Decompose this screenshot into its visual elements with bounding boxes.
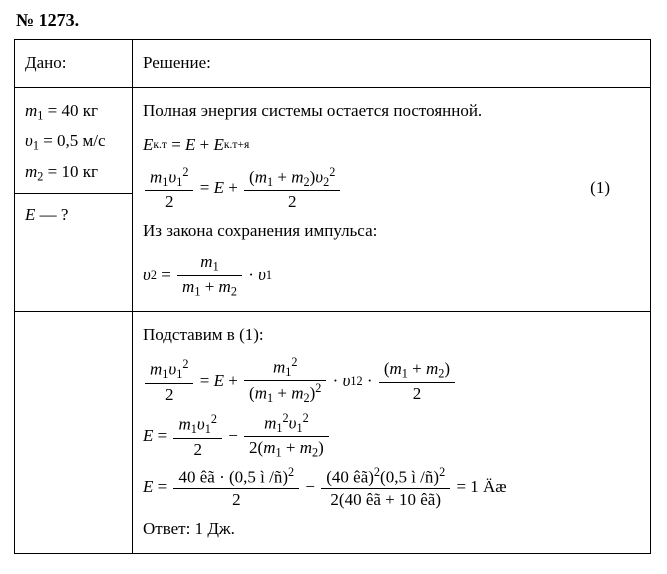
solution-header-cell: Решение: (133, 40, 651, 88)
solution-cell-2: Подставим в (1): m1υ12 2 = E + m12 (m1 +… (133, 312, 651, 553)
given-empty (15, 312, 133, 553)
physics-table: Дано: Решение: m1 = 40 кг υ1 = 0,5 м/с m… (14, 39, 651, 554)
equation: Eк.т = E + Eк.т+я (143, 130, 640, 161)
given-line: m2 = 10 кг (25, 157, 122, 188)
solution-text: Подставим в (1): (143, 320, 640, 351)
solution-cell-1: Полная энергия системы остается постоянн… (133, 87, 651, 312)
given-header-cell: Дано: (15, 40, 133, 88)
equation: υ2 = m1 m1 + m2 · υ1 (143, 251, 640, 299)
equation: E = m1υ12 2 − m12υ12 2(m1 + m2) (143, 411, 640, 461)
given-line: m1 = 40 кг (25, 96, 122, 127)
solution-text: Полная энергия системы остается постоянн… (143, 96, 640, 127)
given-divider (15, 193, 132, 194)
equation: m1υ12 2 = E + m12 (m1 + m2)2 · υ12 · (m1… (143, 355, 640, 407)
answer-line: Ответ: 1 Дж. (143, 514, 640, 545)
equation-tag: (1) (590, 173, 640, 204)
given-line: υ1 = 0,5 м/с (25, 126, 122, 157)
result-value: = 1 Äæ (456, 472, 506, 503)
problem-number: № 1273. (16, 10, 653, 31)
equation-1: m1υ12 2 = E + (m1 + m2)υ22 2 (1) (143, 165, 640, 213)
equation-numeric: E = 40 êã · (0,5 ì /ñ)2 2 − (40 êã)2(0,5… (143, 465, 640, 510)
given-ask: E — ? (25, 200, 122, 231)
solution-text: Из закона сохранения импульса: (143, 216, 640, 247)
given-cell: m1 = 40 кг υ1 = 0,5 м/с m2 = 10 кг E — ? (15, 87, 133, 312)
